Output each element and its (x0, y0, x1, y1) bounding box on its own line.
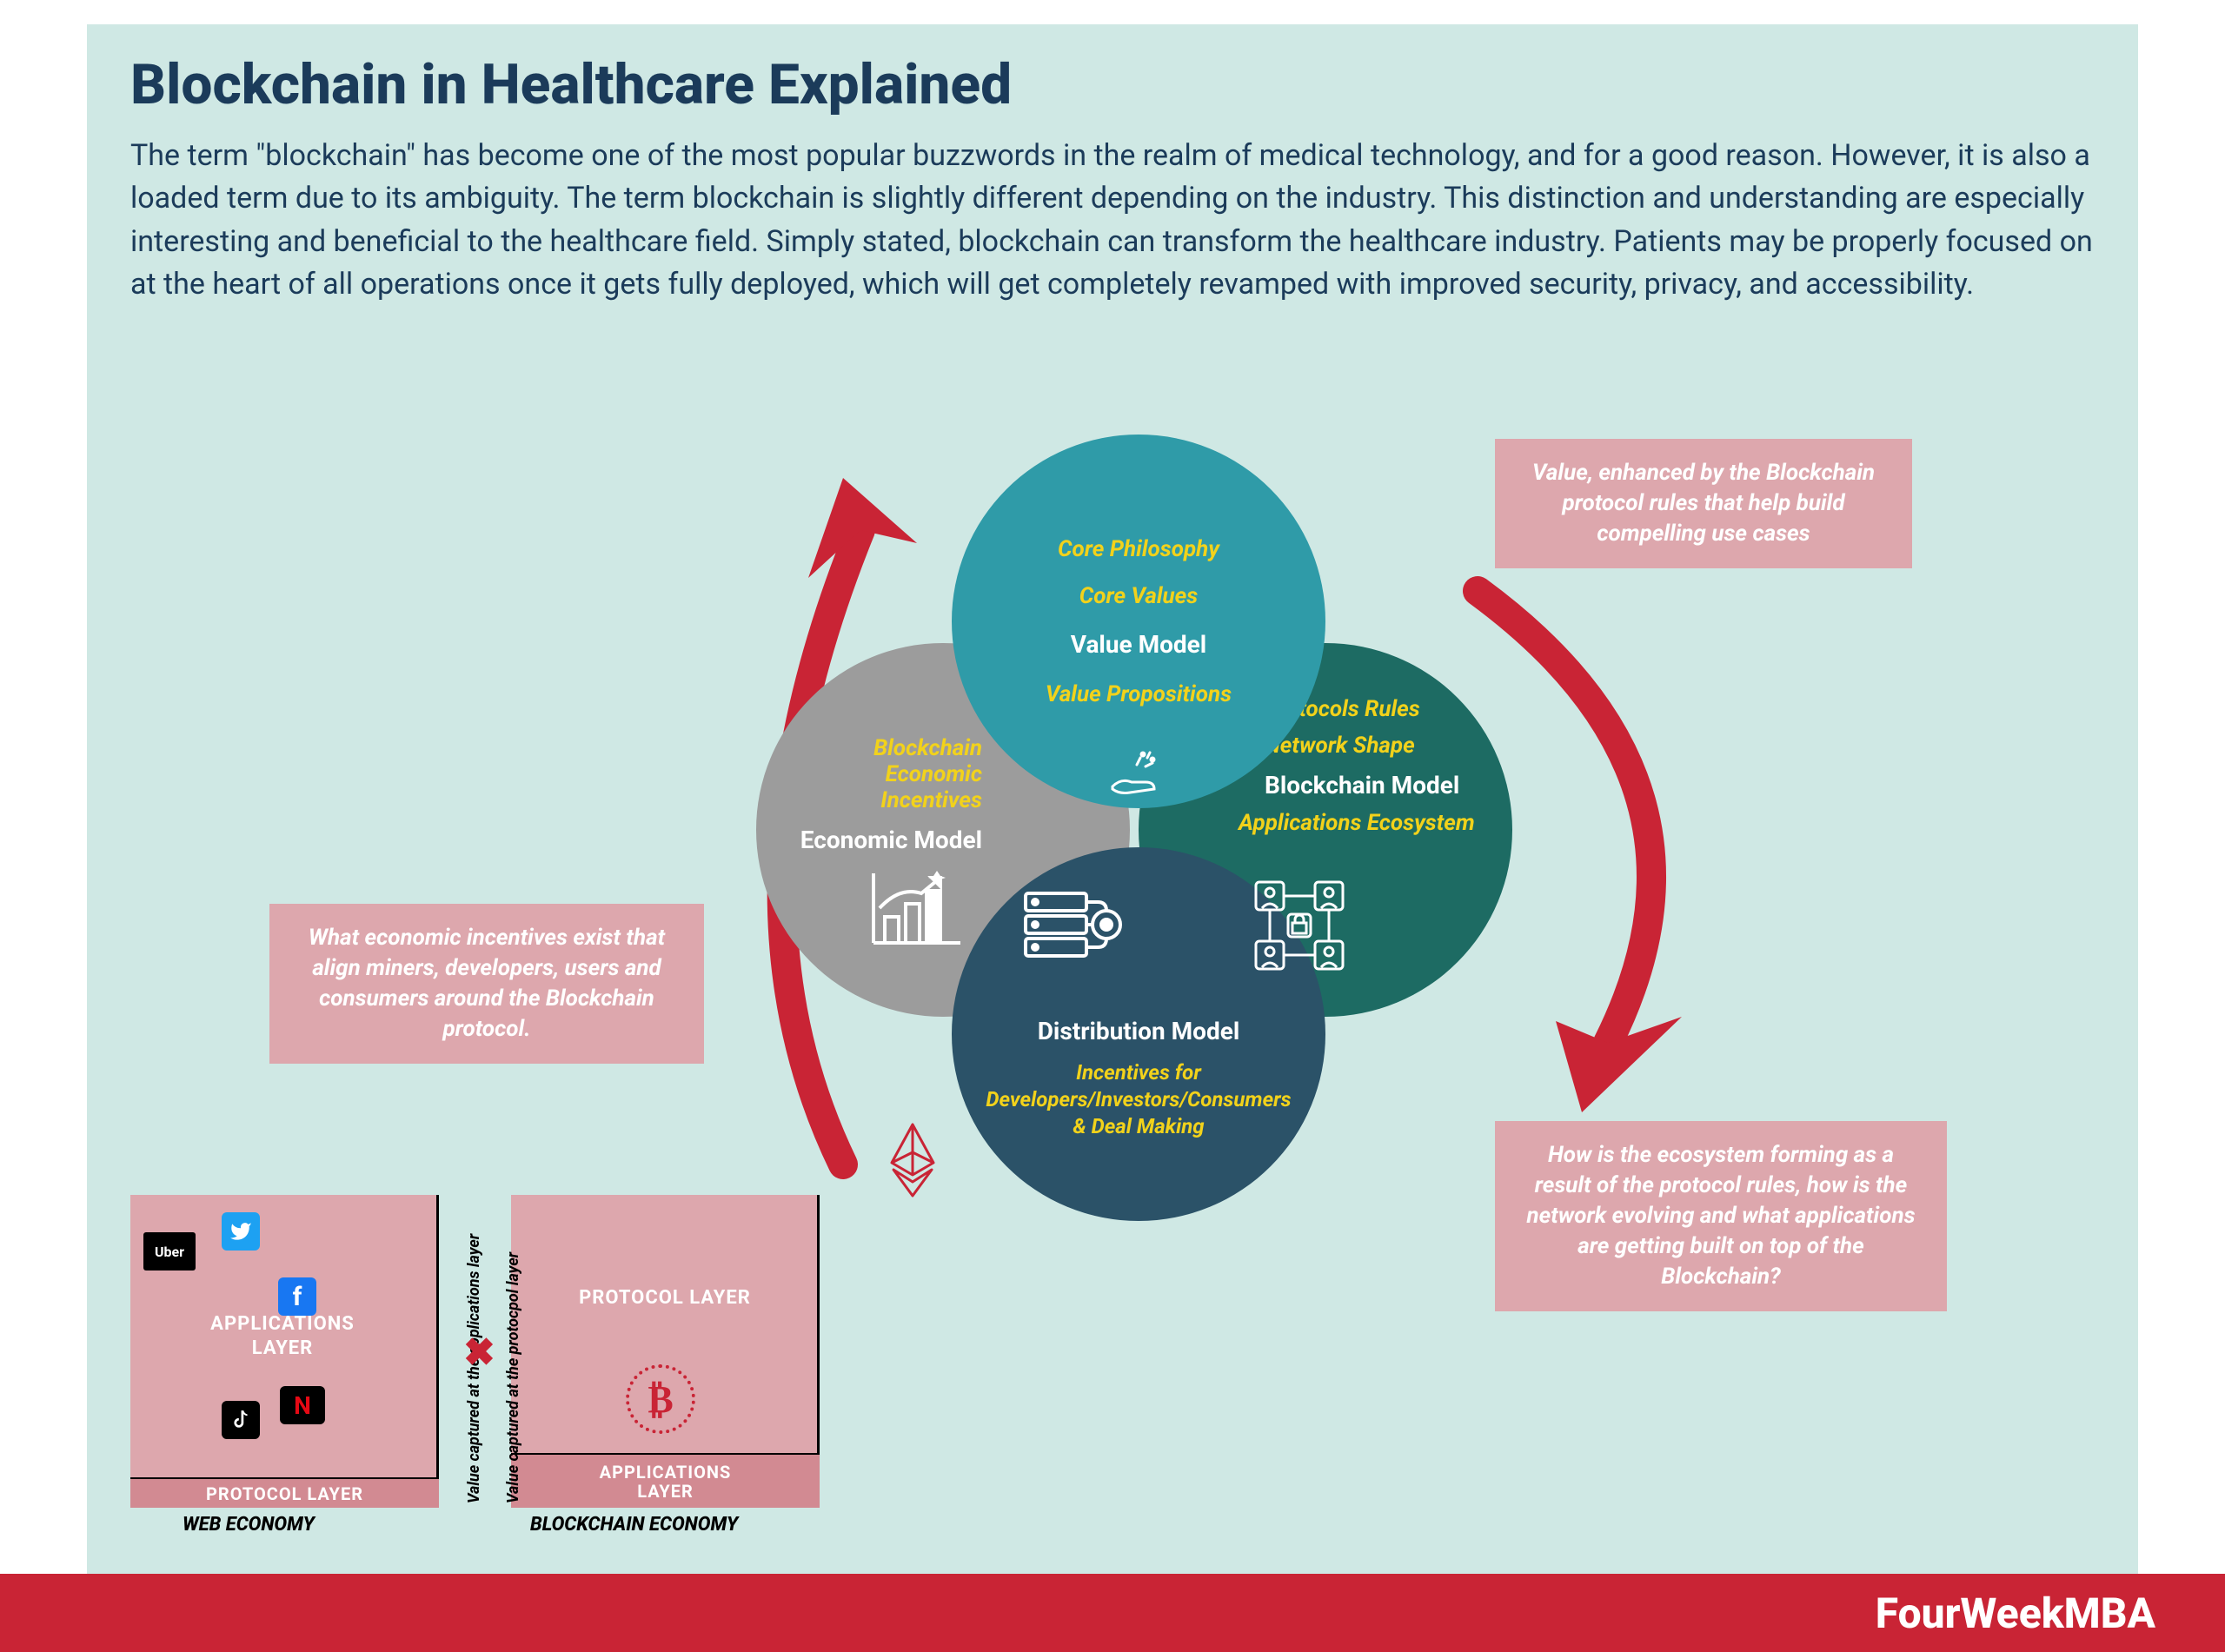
footer-bar: FourWeekMBA (0, 1574, 2225, 1652)
chain-strip-line2: LAYER (637, 1482, 694, 1501)
web-caption: WEB ECONOMY (183, 1514, 315, 1536)
uber-icon: Uber (143, 1232, 196, 1271)
facebook-icon: f (278, 1277, 316, 1316)
bitcoin-icon: ₿ (626, 1364, 695, 1434)
chain-vertical-text: Value captured at the protocpol layer (504, 1252, 522, 1503)
web-strip-label: PROTOCOL LAYER (130, 1477, 439, 1508)
twitter-icon (222, 1212, 260, 1251)
growth-chart-icon (869, 869, 965, 947)
network-people-icon (1252, 878, 1347, 973)
value-line-3: Value Propositions (1046, 681, 1232, 707)
distribution-title: Distribution Model (1038, 1017, 1240, 1045)
netflix-icon: N (280, 1386, 325, 1424)
distribution-line: Incentives for Developers/Investors/Cons… (978, 1059, 1299, 1141)
tiktok-icon (222, 1401, 260, 1439)
hand-sparkle-icon (1104, 747, 1165, 799)
callout-bottom-left: What economic incentives exist that alig… (269, 904, 704, 1064)
chain-big-label: PROTOCOL LAYER (578, 1286, 752, 1310)
value-line-2: Core Values (1079, 583, 1199, 609)
chain-strip-label: APPLICATIONS LAYER (511, 1453, 820, 1508)
chain-caption: BLOCKCHAIN ECONOMY (530, 1514, 738, 1536)
x-mark-icon: ✖ (463, 1330, 495, 1375)
callout-top-right: Value, enhanced by the Blockchain protoc… (1495, 439, 1912, 568)
server-stack-icon (1021, 886, 1126, 973)
page-title: Blockchain in Healthcare Explained (130, 52, 1012, 117)
web-big-label: APPLICATIONS LAYER (196, 1312, 369, 1360)
chain-strip-line1: APPLICATIONS (600, 1463, 732, 1482)
footer-brand: FourWeekMBA (1876, 1589, 2155, 1638)
intro-paragraph: The term "blockchain" has become one of … (130, 135, 2095, 306)
value-line-1: Core Philosophy (1058, 536, 1219, 562)
callout-bottom-right: How is the ecosystem forming as a result… (1495, 1121, 1947, 1311)
infographic-page: Blockchain in Healthcare Explained The t… (0, 0, 2225, 1652)
blockchain-line-3: Applications Ecosystem (1239, 810, 1475, 836)
value-title: Value Model (1071, 630, 1206, 659)
